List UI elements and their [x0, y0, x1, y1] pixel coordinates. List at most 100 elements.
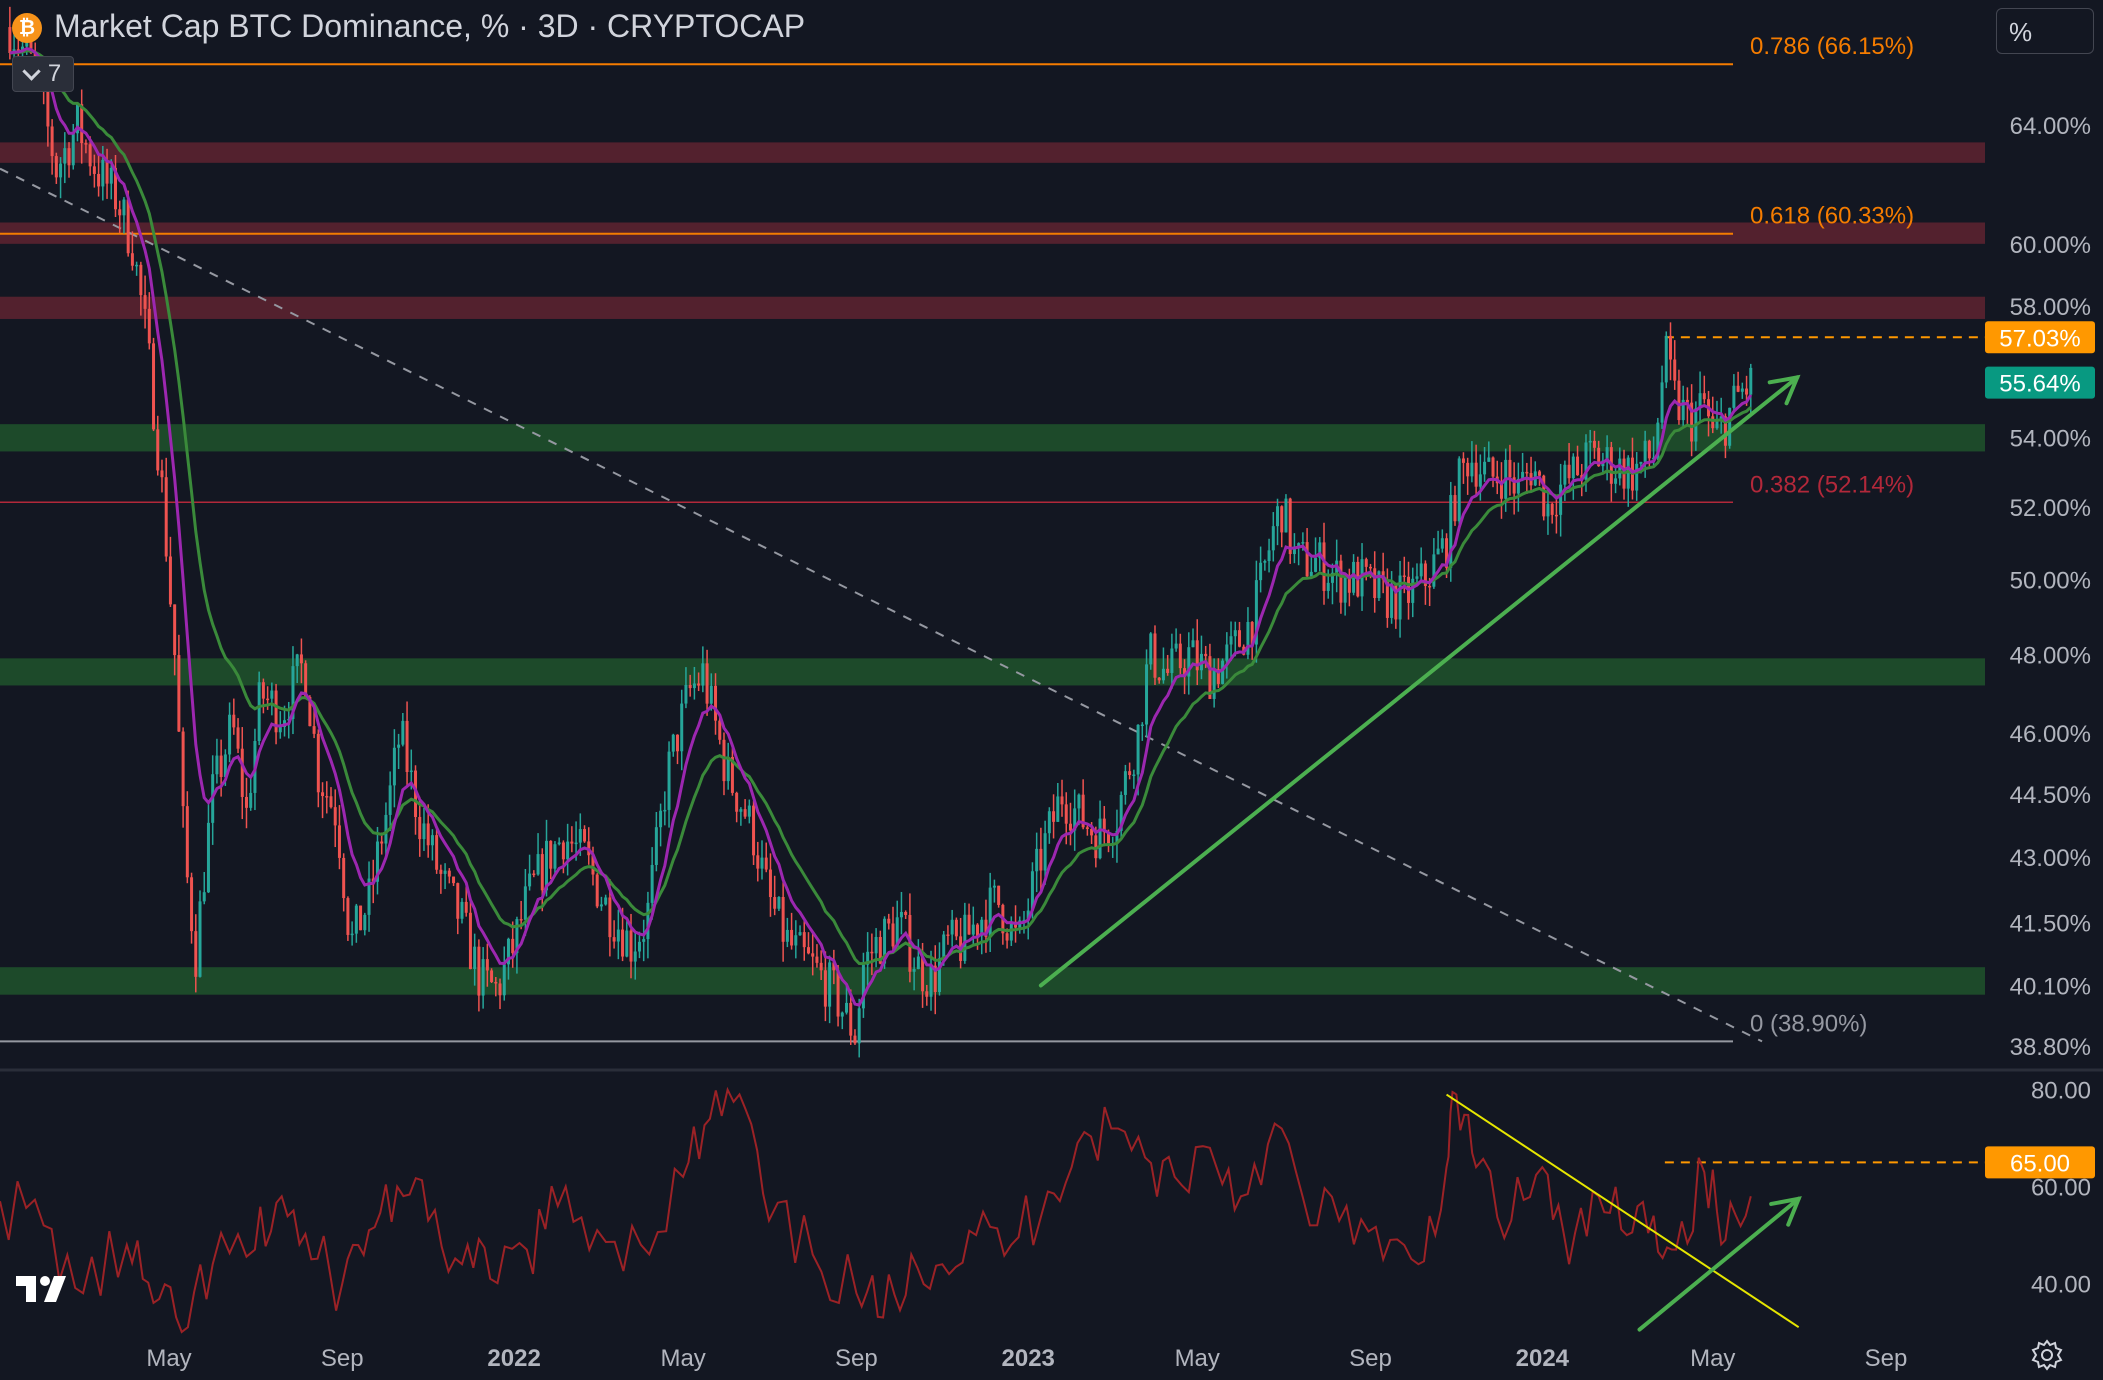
candle-body — [1153, 633, 1157, 678]
candle-body — [1512, 477, 1516, 494]
candle-body — [633, 951, 637, 962]
unit-button[interactable]: % — [1996, 8, 2094, 54]
candle-body — [1385, 579, 1389, 618]
candle-body — [1288, 498, 1292, 555]
candle-body — [1254, 580, 1258, 645]
candle-body — [1715, 418, 1719, 429]
candle-body — [1035, 848, 1039, 872]
candle-body — [840, 1012, 844, 1017]
candle-body — [1314, 557, 1318, 572]
chart-title[interactable]: Market Cap BTC Dominance, % · 3D · CRYPT… — [54, 8, 806, 44]
settings-gear-icon[interactable] — [2030, 1338, 2064, 1372]
candle-body — [929, 965, 933, 997]
oscillator-arrow-head[interactable] — [1769, 1196, 1802, 1227]
candle-body — [494, 981, 498, 984]
candle-body — [380, 841, 384, 844]
candle-body — [325, 796, 329, 798]
candle-body — [1588, 440, 1592, 443]
candle-body — [1263, 560, 1267, 563]
resistance-zone-3[interactable] — [0, 296, 1985, 319]
uptrend-arrow-shaft[interactable] — [1038, 375, 1800, 988]
candle-body — [1508, 459, 1512, 478]
price-tick-label: 40.10% — [2010, 973, 2091, 1000]
candle-body — [752, 805, 756, 856]
oscillator-axis[interactable]: 80.00 60.00 40.00 — [2031, 1078, 2091, 1299]
candle-body — [1635, 463, 1639, 491]
candle-body — [456, 883, 460, 919]
candle-body — [1563, 464, 1567, 485]
candle-body — [160, 470, 164, 478]
support-zone-3[interactable] — [0, 967, 1985, 995]
candle-body — [1419, 563, 1423, 577]
candle-body — [980, 919, 984, 936]
candle-body — [109, 167, 113, 184]
support-zone-1[interactable] — [0, 424, 1985, 452]
price-tick-label: 41.50% — [2010, 910, 2091, 937]
candle-body — [143, 295, 147, 309]
candle-body — [414, 770, 418, 817]
support-zone-2[interactable] — [0, 658, 1985, 686]
candle-body — [1474, 462, 1478, 487]
diagonal-dashed-trendline[interactable] — [0, 167, 1763, 1043]
candle-body — [29, 39, 33, 53]
uptrend-arrow[interactable] — [1038, 374, 1801, 988]
time-tick-label: 2024 — [1516, 1345, 1570, 1372]
candle-body — [1656, 422, 1660, 458]
candle-body — [937, 958, 941, 993]
candle-body — [714, 685, 718, 721]
candle-body — [375, 841, 379, 882]
price-pane[interactable]: 0.786 (66.15%) 0.618 (60.33%) 0.382 (52.14… — [0, 6, 1985, 1058]
candle-body — [536, 854, 540, 875]
ema-fast-line — [9, 47, 1753, 1007]
candle-body — [1516, 478, 1520, 494]
candle-body — [608, 897, 612, 938]
candle-body — [1280, 506, 1284, 533]
candle-body — [1107, 832, 1111, 844]
time-axis[interactable]: May Sep 2022 May Sep 2023 May Sep 2024 May Sep — [146, 1345, 1907, 1372]
candle-body — [1643, 440, 1647, 462]
candle-body — [828, 962, 832, 1007]
candle-body — [697, 683, 701, 686]
candle-body — [1711, 416, 1715, 429]
oscillator-uptrend-arrow[interactable] — [1637, 1196, 1802, 1332]
candle-body — [350, 933, 354, 936]
price-tick-label: 64.00% — [2010, 113, 2091, 140]
candle-body — [1250, 621, 1254, 645]
candle-body — [515, 919, 519, 954]
price-tick-label: 43.00% — [2010, 845, 2091, 872]
candle-body — [126, 199, 130, 254]
oscillator-arrow-shaft[interactable] — [1637, 1196, 1801, 1332]
candle-body — [1191, 640, 1195, 648]
price-tick-label: 50.00% — [2010, 567, 2091, 594]
oscillator-pane[interactable] — [0, 1086, 1985, 1334]
uptrend-arrow-head[interactable] — [1767, 374, 1801, 406]
resistance-zone-1[interactable] — [0, 142, 1985, 163]
candle-body — [1073, 808, 1077, 831]
candle-body — [1702, 393, 1706, 400]
indicators-toggle-button[interactable]: 7 — [12, 56, 74, 92]
candle-body — [1005, 933, 1009, 941]
candle-body — [946, 934, 950, 936]
tradingview-logo-icon[interactable] — [14, 1270, 78, 1306]
candle-body — [853, 1035, 857, 1044]
candle-body — [756, 855, 760, 869]
candle-body — [168, 556, 172, 605]
price-tick-label: 44.50% — [2010, 782, 2091, 809]
candle-body — [1681, 399, 1685, 421]
fibonacci-retracement[interactable]: 0.786 (66.15%) 0.618 (60.33%) 0.382 (52.14… — [0, 33, 1914, 1043]
oscillator-downtrend-line[interactable] — [1445, 1093, 1800, 1328]
candle-body — [1483, 461, 1487, 475]
candle-body — [1584, 442, 1588, 480]
candle-body — [1195, 640, 1199, 671]
candle-body — [1119, 794, 1123, 831]
candle-body — [730, 757, 734, 793]
candle-body — [54, 156, 58, 178]
candle-body — [1267, 550, 1271, 561]
price-axis[interactable]: 64.00% 60.00% 58.00% 54.00% 52.00% 50.00% 48.0… — [2010, 113, 2091, 1061]
candle-body — [1571, 456, 1575, 479]
candle-body — [1145, 664, 1149, 725]
candle-body — [1639, 461, 1643, 464]
candle-body — [1221, 660, 1225, 684]
candle-body — [80, 104, 84, 144]
